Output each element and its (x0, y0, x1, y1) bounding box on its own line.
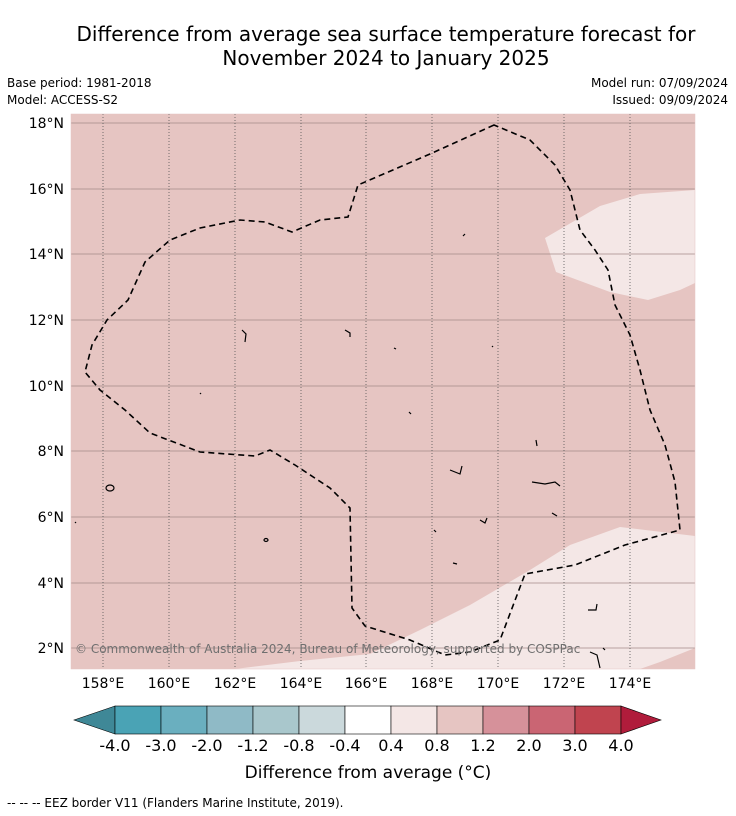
colorbar-segment (390, 705, 438, 735)
lat-label: 2°N (38, 641, 64, 657)
lon-label: 170°E (477, 676, 520, 692)
colorbar-tick-label: 0.4 (378, 736, 403, 755)
island (551, 512, 558, 517)
colorbar-tick-label: -2.0 (191, 736, 222, 755)
island (449, 465, 463, 475)
lat-label: 10°N (29, 379, 64, 395)
longitude-labels: 158°E 160°E 162°E 164°E 166°E 168°E 170°… (82, 676, 652, 692)
colorbar-tick-label: -0.8 (283, 736, 314, 755)
latitude-labels: 18°N 16°N 14°N 12°N 10°N 8°N 6°N 4°N 2°N (29, 116, 64, 657)
island (74, 521, 77, 524)
colorbar-segment (160, 705, 208, 735)
colorbar-title: Difference from average (°C) (244, 763, 492, 783)
island (408, 411, 412, 415)
lon-label: 166°E (345, 676, 388, 692)
island (531, 481, 561, 487)
lon-label: 162°E (214, 676, 257, 692)
island (199, 392, 202, 395)
island (452, 562, 458, 565)
island (393, 347, 397, 350)
colorbar-tick-label: 4.0 (608, 736, 633, 755)
lat-label: 18°N (29, 116, 64, 132)
colorbar-segment (206, 705, 254, 735)
colorbar-segments (114, 705, 622, 735)
colorbar-tick-label: 3.0 (562, 736, 587, 755)
eez-border (84, 124, 681, 656)
island (535, 439, 538, 447)
colorbar-tick-label: -3.0 (145, 736, 176, 755)
island (433, 529, 437, 533)
island (602, 647, 606, 651)
island (241, 329, 247, 343)
colorbar-tick-label: 1.2 (470, 736, 495, 755)
base-period: Base period: 1981-2018 (7, 76, 152, 90)
island (491, 345, 494, 348)
colorbar-tick-label: 2.0 (516, 736, 541, 755)
colorbar-segment (252, 705, 300, 735)
island (588, 603, 598, 611)
colorbar-extend-low (73, 705, 116, 735)
lon-label: 174°E (609, 676, 652, 692)
model-name: Model: ACCESS-S2 (7, 93, 119, 107)
lat-label: 14°N (29, 247, 64, 263)
title-line-2: November 2024 to January 2025 (222, 46, 550, 70)
islands (74, 233, 606, 669)
lat-label: 4°N (38, 576, 64, 592)
map-title: Difference from average sea surface temp… (0, 22, 736, 70)
colorbar-segment (574, 705, 622, 735)
colorbar-segment (528, 705, 576, 735)
copyright-text: © Commonwealth of Australia 2024, Bureau… (75, 642, 580, 656)
colorbar-tick-label: -4.0 (99, 736, 130, 755)
lon-label: 168°E (411, 676, 454, 692)
issued-date: Issued: 09/09/2024 (612, 93, 728, 107)
colorbar-extend-high (620, 705, 662, 735)
colorbar-segment (344, 705, 392, 735)
meta-left: Base period: 1981-2018 Model: ACCESS-S2 (7, 75, 152, 109)
lat-label: 12°N (29, 313, 64, 329)
colorbar-segment (436, 705, 484, 735)
latitude-gridlines (71, 122, 695, 649)
lon-label: 158°E (82, 676, 125, 692)
lat-label: 6°N (38, 510, 64, 526)
map-panel: © Commonwealth of Australia 2024, Bureau… (70, 113, 696, 670)
colorbar-tick-labels: -4.0 -3.0 -2.0 -1.2 -0.8 -0.4 0.4 0.8 1.2 2.0 3.0 4… (99, 736, 633, 755)
lon-label: 164°E (280, 676, 323, 692)
colorbar-tick-label: -1.2 (237, 736, 268, 755)
meta-right: Model run: 07/09/2024 Issued: 09/09/2024 (591, 75, 728, 109)
island (479, 517, 488, 524)
title-line-1: Difference from average sea surface temp… (76, 22, 696, 46)
lat-label: 16°N (29, 182, 64, 198)
colorbar-segment (298, 705, 346, 735)
eez-legend-note: -- -- -- EEZ border V11 (Flanders Marine… (7, 796, 344, 810)
colorbar-tick-label: -0.4 (329, 736, 360, 755)
island (105, 484, 115, 492)
anomaly-0.4-0.8-region-north (545, 190, 695, 300)
island (263, 537, 269, 543)
island (344, 329, 351, 337)
lat-label: 8°N (38, 444, 64, 460)
island (589, 651, 601, 669)
colorbar-segment (114, 705, 162, 735)
island (462, 233, 466, 237)
map-frame (70, 113, 696, 670)
model-run: Model run: 07/09/2024 (590, 76, 728, 90)
colorbar: -4.0 -3.0 -2.0 -1.2 -0.8 -0.4 0.4 0.8 1.2 2.0 3.0 4… (73, 705, 662, 755)
lon-label: 172°E (543, 676, 586, 692)
longitude-gridlines (102, 114, 631, 669)
colorbar-tick-label: 0.8 (424, 736, 449, 755)
colorbar-segment (482, 705, 530, 735)
lon-label: 160°E (148, 676, 191, 692)
